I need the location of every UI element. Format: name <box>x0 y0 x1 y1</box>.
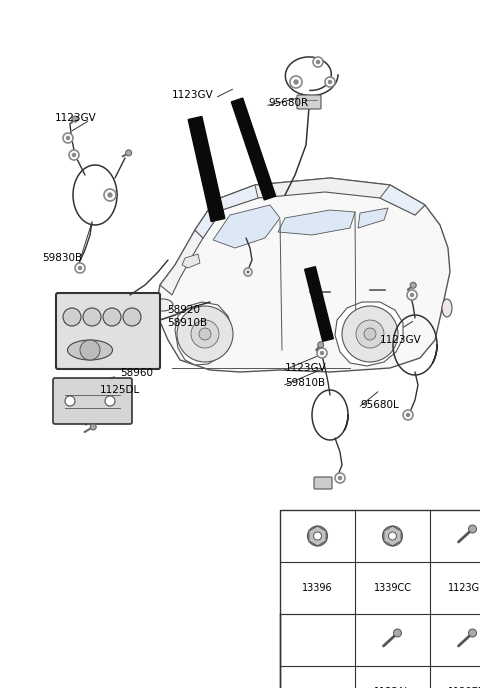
Circle shape <box>104 189 116 201</box>
Circle shape <box>78 266 82 270</box>
Text: 1123GV: 1123GV <box>285 363 327 373</box>
Ellipse shape <box>153 299 173 311</box>
Ellipse shape <box>68 340 112 360</box>
Text: 58960: 58960 <box>120 368 153 378</box>
Text: 95680L: 95680L <box>360 400 399 410</box>
Polygon shape <box>188 116 225 222</box>
Circle shape <box>313 57 323 67</box>
Text: 58910B: 58910B <box>167 318 207 328</box>
Polygon shape <box>278 210 355 235</box>
Circle shape <box>308 526 327 546</box>
Text: 1123GV: 1123GV <box>380 335 422 345</box>
Circle shape <box>90 424 96 430</box>
Circle shape <box>468 525 477 533</box>
Circle shape <box>199 328 211 340</box>
Circle shape <box>126 150 132 156</box>
Circle shape <box>325 77 335 87</box>
Circle shape <box>317 348 327 358</box>
Circle shape <box>63 308 81 326</box>
Circle shape <box>246 270 250 274</box>
Text: 59810B: 59810B <box>285 378 325 388</box>
Text: 13396: 13396 <box>302 583 333 593</box>
Circle shape <box>75 263 85 273</box>
Circle shape <box>318 342 324 347</box>
Circle shape <box>244 268 252 276</box>
Circle shape <box>364 328 376 340</box>
Circle shape <box>320 351 324 355</box>
Text: 59830B: 59830B <box>42 253 82 263</box>
Text: 1123GV: 1123GV <box>172 90 214 100</box>
Text: 1129ED: 1129ED <box>448 687 480 688</box>
Circle shape <box>335 473 345 483</box>
Text: 1125DL: 1125DL <box>100 385 140 395</box>
Polygon shape <box>182 254 200 268</box>
Circle shape <box>468 629 477 637</box>
Polygon shape <box>358 208 388 228</box>
Circle shape <box>406 413 410 417</box>
Polygon shape <box>380 185 425 215</box>
FancyBboxPatch shape <box>314 477 332 489</box>
Polygon shape <box>384 526 401 546</box>
Bar <box>279 614 355 688</box>
Circle shape <box>388 532 396 540</box>
Polygon shape <box>195 185 258 238</box>
Polygon shape <box>155 178 450 372</box>
Circle shape <box>394 629 401 637</box>
Text: 1123AL: 1123AL <box>374 687 411 688</box>
Circle shape <box>80 340 100 360</box>
Circle shape <box>328 80 332 84</box>
Circle shape <box>338 475 342 480</box>
Circle shape <box>63 133 73 143</box>
Circle shape <box>103 308 121 326</box>
FancyBboxPatch shape <box>297 95 321 109</box>
Text: 1123GV: 1123GV <box>55 113 97 123</box>
Polygon shape <box>213 205 280 248</box>
Circle shape <box>290 76 302 88</box>
Text: 95680R: 95680R <box>268 98 308 108</box>
FancyBboxPatch shape <box>53 378 132 424</box>
Circle shape <box>177 306 233 362</box>
Circle shape <box>316 60 320 64</box>
Circle shape <box>293 79 299 85</box>
Circle shape <box>72 116 78 122</box>
Circle shape <box>342 306 398 362</box>
Circle shape <box>65 396 75 406</box>
Circle shape <box>403 410 413 420</box>
Polygon shape <box>160 230 203 295</box>
Circle shape <box>66 136 70 140</box>
Text: 58920: 58920 <box>167 305 200 315</box>
Polygon shape <box>305 267 333 341</box>
Text: 1339CC: 1339CC <box>373 583 411 593</box>
Ellipse shape <box>442 299 452 317</box>
Circle shape <box>410 293 414 297</box>
Circle shape <box>313 532 322 540</box>
FancyBboxPatch shape <box>56 293 160 369</box>
Circle shape <box>105 396 115 406</box>
Circle shape <box>191 320 219 348</box>
Circle shape <box>123 308 141 326</box>
Circle shape <box>383 526 403 546</box>
Bar <box>280 510 480 688</box>
Circle shape <box>83 308 101 326</box>
Text: 1123GP: 1123GP <box>448 583 480 593</box>
Circle shape <box>407 290 417 300</box>
Circle shape <box>108 193 113 197</box>
Polygon shape <box>175 302 232 365</box>
Circle shape <box>410 282 416 288</box>
Circle shape <box>69 150 79 160</box>
Polygon shape <box>231 98 276 200</box>
Polygon shape <box>309 526 326 546</box>
Polygon shape <box>195 178 425 238</box>
Circle shape <box>72 153 76 158</box>
Polygon shape <box>335 302 403 366</box>
Circle shape <box>356 320 384 348</box>
